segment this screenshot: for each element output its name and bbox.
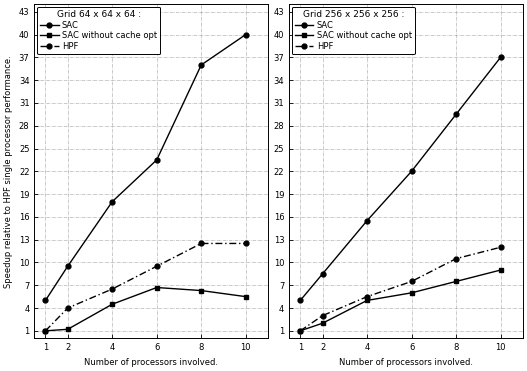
SAC (364, 219, 370, 223)
SAC without cache opt (64, 327, 71, 332)
SAC without cache opt (198, 288, 204, 293)
Line: HPF: HPF (43, 241, 248, 333)
SAC without cache opt (319, 321, 326, 325)
SAC without cache opt (297, 329, 304, 333)
Legend: SAC, SAC without cache opt, HPF: SAC, SAC without cache opt, HPF (37, 7, 160, 54)
SAC without cache opt (153, 285, 160, 290)
X-axis label: Number of processors involved.: Number of processors involved. (84, 358, 218, 367)
Line: SAC: SAC (298, 55, 503, 303)
SAC (319, 272, 326, 276)
SAC (453, 112, 459, 116)
Line: SAC without cache opt: SAC without cache opt (298, 267, 503, 333)
Line: HPF: HPF (298, 245, 503, 333)
SAC (408, 169, 415, 174)
SAC (242, 32, 249, 37)
HPF (64, 306, 71, 310)
HPF (198, 241, 204, 246)
HPF (297, 329, 304, 333)
HPF (42, 329, 48, 333)
Line: SAC: SAC (43, 32, 248, 303)
HPF (364, 295, 370, 299)
SAC (497, 55, 504, 60)
SAC (297, 298, 304, 303)
HPF (497, 245, 504, 249)
SAC without cache opt (453, 279, 459, 284)
SAC without cache opt (408, 290, 415, 295)
HPF (319, 313, 326, 318)
SAC without cache opt (242, 295, 249, 299)
Legend: SAC, SAC without cache opt, HPF: SAC, SAC without cache opt, HPF (291, 7, 415, 54)
SAC (64, 264, 71, 269)
SAC without cache opt (497, 268, 504, 272)
SAC (109, 200, 115, 204)
Line: SAC without cache opt: SAC without cache opt (43, 285, 248, 333)
SAC (42, 298, 48, 303)
HPF (453, 256, 459, 261)
HPF (153, 264, 160, 269)
HPF (408, 279, 415, 284)
SAC (153, 158, 160, 162)
HPF (242, 241, 249, 246)
SAC without cache opt (364, 298, 370, 303)
SAC (198, 63, 204, 67)
HPF (109, 287, 115, 291)
X-axis label: Number of processors involved.: Number of processors involved. (339, 358, 473, 367)
SAC without cache opt (42, 329, 48, 333)
SAC without cache opt (109, 302, 115, 306)
Y-axis label: Speedup relative to HPF single processor performance.: Speedup relative to HPF single processor… (4, 55, 13, 288)
